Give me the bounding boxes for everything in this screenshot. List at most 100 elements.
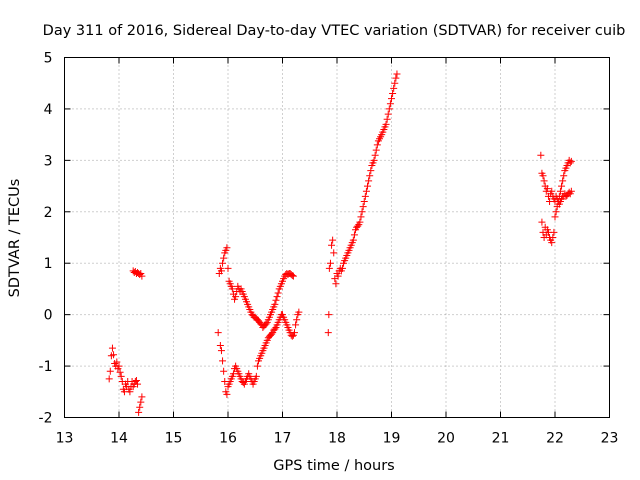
data-point xyxy=(552,208,560,216)
y-tick-label: -1 xyxy=(39,359,53,375)
data-point xyxy=(389,90,397,97)
data-point xyxy=(325,311,333,319)
data-point xyxy=(362,187,370,195)
data-point xyxy=(332,280,340,288)
data-point xyxy=(559,177,567,185)
data-point xyxy=(268,330,276,338)
data-point xyxy=(252,372,260,380)
data-point xyxy=(386,100,394,108)
data-point xyxy=(219,357,227,365)
data-point xyxy=(338,264,346,272)
data-point xyxy=(293,316,301,324)
data-point xyxy=(138,272,146,280)
data-point xyxy=(271,300,279,308)
data-point xyxy=(223,390,231,398)
data-point xyxy=(217,267,225,275)
x-tick-label: 15 xyxy=(165,431,183,447)
x-tick-label: 17 xyxy=(274,431,292,447)
x-tick-label: 18 xyxy=(328,431,346,447)
data-point xyxy=(288,272,296,280)
y-tick-label: 0 xyxy=(44,308,53,324)
data-point xyxy=(132,376,140,384)
data-point xyxy=(372,146,380,154)
data-point xyxy=(540,177,548,185)
data-point xyxy=(388,95,395,103)
data-point xyxy=(329,236,337,244)
data-point xyxy=(567,157,575,165)
data-point xyxy=(290,329,298,337)
grid xyxy=(64,57,610,418)
data-point xyxy=(126,388,134,396)
data-point xyxy=(364,182,372,190)
data-point xyxy=(224,264,232,272)
data-point xyxy=(106,367,114,375)
data-point xyxy=(136,403,144,411)
data-point xyxy=(328,241,336,249)
y-tick-label: 3 xyxy=(44,153,53,169)
data-point xyxy=(223,244,231,252)
data-point xyxy=(295,308,303,316)
data-point xyxy=(391,79,399,87)
data-point xyxy=(392,74,400,82)
data-point xyxy=(134,380,142,388)
data-point xyxy=(366,172,374,180)
data-point xyxy=(370,156,378,164)
y-tick-label: 1 xyxy=(44,256,53,272)
data-point xyxy=(334,272,342,280)
data-point xyxy=(356,218,364,226)
data-point xyxy=(539,172,547,180)
data-point xyxy=(108,344,116,352)
data-point xyxy=(116,368,124,376)
data-point xyxy=(228,285,236,293)
data-point xyxy=(548,239,556,247)
y-axis-label: SDTVAR / TECUs xyxy=(7,179,23,298)
chart-title: Day 311 of 2016, Sidereal Day-to-day VTE… xyxy=(43,23,626,39)
data-point xyxy=(349,236,357,244)
data-point xyxy=(567,187,575,195)
data-point xyxy=(385,105,393,113)
data-point xyxy=(110,351,118,359)
data-point xyxy=(566,159,574,167)
data-point xyxy=(558,182,566,190)
data-point xyxy=(217,347,225,355)
data-point xyxy=(113,358,121,366)
data-point xyxy=(105,375,113,383)
data-point xyxy=(537,151,545,159)
data-point xyxy=(543,185,551,193)
data-point xyxy=(350,231,358,239)
data-point xyxy=(325,264,333,272)
data-point xyxy=(371,151,379,159)
data-point xyxy=(289,272,297,280)
data-point xyxy=(548,187,556,195)
data-point xyxy=(214,329,222,337)
data-point xyxy=(373,141,381,149)
data-point xyxy=(549,234,557,241)
data-point xyxy=(117,372,125,380)
x-tick-label: 22 xyxy=(546,431,564,447)
data-point xyxy=(390,84,398,92)
y-tick-label: -2 xyxy=(39,411,53,427)
data-point xyxy=(273,293,281,301)
data-point xyxy=(115,362,123,370)
x-tick-label: 23 xyxy=(601,431,619,447)
data-point xyxy=(324,329,332,337)
x-axis-label: GPS time / hours xyxy=(273,458,394,474)
data-point xyxy=(359,203,367,211)
data-point xyxy=(550,228,558,236)
data-point xyxy=(271,325,279,333)
data-point xyxy=(135,408,143,416)
data-point xyxy=(367,167,375,175)
y-tick-label: 5 xyxy=(44,51,53,67)
data-point xyxy=(138,393,146,401)
data-point xyxy=(220,367,228,375)
data-point xyxy=(384,110,392,118)
x-tick-label: 21 xyxy=(492,431,510,447)
x-tick-label: 20 xyxy=(437,431,455,447)
data-point xyxy=(220,254,228,262)
data-point xyxy=(354,222,362,230)
data-point xyxy=(393,70,401,78)
x-tick-label: 13 xyxy=(56,431,74,447)
data-point xyxy=(360,198,368,205)
